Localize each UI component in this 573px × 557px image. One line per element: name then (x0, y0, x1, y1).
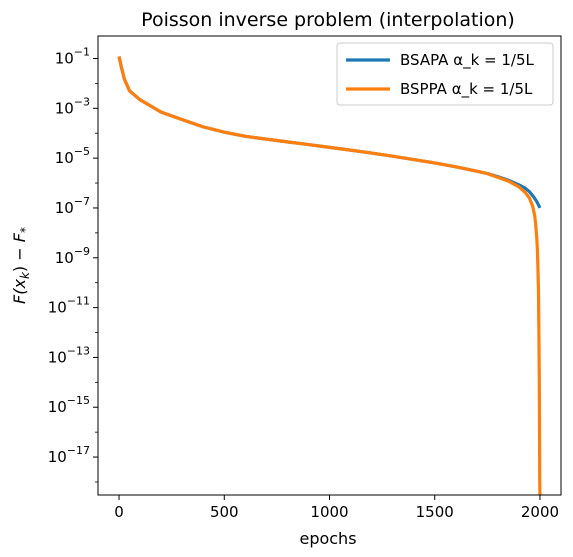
y-tick-label: 10−1 (55, 45, 90, 67)
y-tick-label: 10−3 (55, 95, 90, 117)
legend-entry: BSAPA α_k = 1/5L (400, 51, 535, 70)
y-tick-label: 10−11 (48, 295, 90, 317)
legend: BSAPA α_k = 1/5L BSPPA α_k = 1/5L (336, 42, 554, 106)
y-tick-label: 10−7 (55, 195, 90, 217)
y-axis-label-text: F(xk) − F* (10, 227, 32, 304)
x-tick-label: 0 (114, 503, 124, 521)
legend-entry: BSPPA α_k = 1/5L (400, 80, 533, 99)
y-tick-label: 10−13 (48, 344, 90, 366)
x-axis-label: epochs (299, 529, 356, 548)
x-tick-label: 1000 (310, 503, 348, 521)
y-tick-label: 10−17 (48, 444, 90, 466)
y-tick-label: 10−5 (55, 145, 90, 167)
chart-title: Poisson inverse problem (interpolation) (141, 9, 515, 31)
x-tick-label: 2000 (521, 503, 559, 521)
y-axis-label: F(xk) − F* (10, 227, 32, 304)
x-tick-label: 500 (210, 503, 239, 521)
y-tick-label: 10−15 (48, 394, 90, 416)
y-tick-label: 10−9 (55, 245, 90, 267)
series-line-bsppa (117, 56, 542, 495)
plot-area (117, 56, 542, 495)
x-tick-label: 1500 (416, 503, 454, 521)
axes: 0 500 1000 1500 2000 10−1 10−3 10−5 10−7 10−9 10−1… (48, 35, 562, 521)
legend-box (336, 42, 554, 106)
